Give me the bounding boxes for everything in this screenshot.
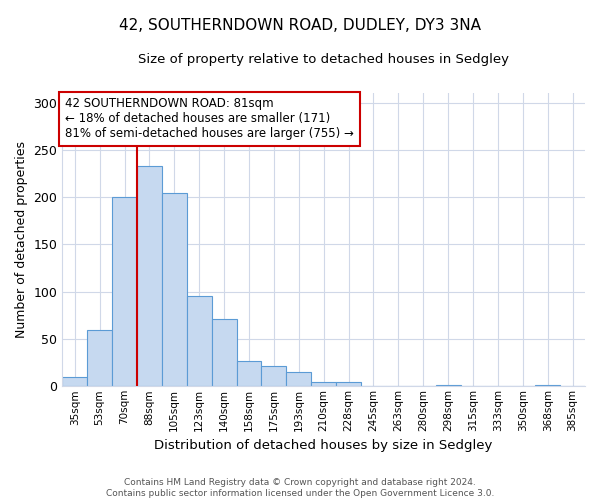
- Y-axis label: Number of detached properties: Number of detached properties: [15, 141, 28, 338]
- Bar: [311, 382, 336, 386]
- Bar: [336, 382, 361, 386]
- Bar: [112, 197, 137, 386]
- Bar: [212, 319, 236, 386]
- Text: 42, SOUTHERNDOWN ROAD, DUDLEY, DY3 3NA: 42, SOUTHERNDOWN ROAD, DUDLEY, DY3 3NA: [119, 18, 481, 32]
- Bar: [62, 377, 87, 386]
- Bar: [286, 372, 311, 386]
- Bar: [187, 296, 212, 386]
- Text: Contains HM Land Registry data © Crown copyright and database right 2024.
Contai: Contains HM Land Registry data © Crown c…: [106, 478, 494, 498]
- Bar: [137, 166, 162, 386]
- Bar: [87, 330, 112, 386]
- Bar: [236, 360, 262, 386]
- X-axis label: Distribution of detached houses by size in Sedgley: Distribution of detached houses by size …: [154, 440, 493, 452]
- Title: Size of property relative to detached houses in Sedgley: Size of property relative to detached ho…: [138, 52, 509, 66]
- Bar: [262, 366, 286, 386]
- Text: 42 SOUTHERNDOWN ROAD: 81sqm
← 18% of detached houses are smaller (171)
81% of se: 42 SOUTHERNDOWN ROAD: 81sqm ← 18% of det…: [65, 98, 354, 140]
- Bar: [162, 194, 187, 386]
